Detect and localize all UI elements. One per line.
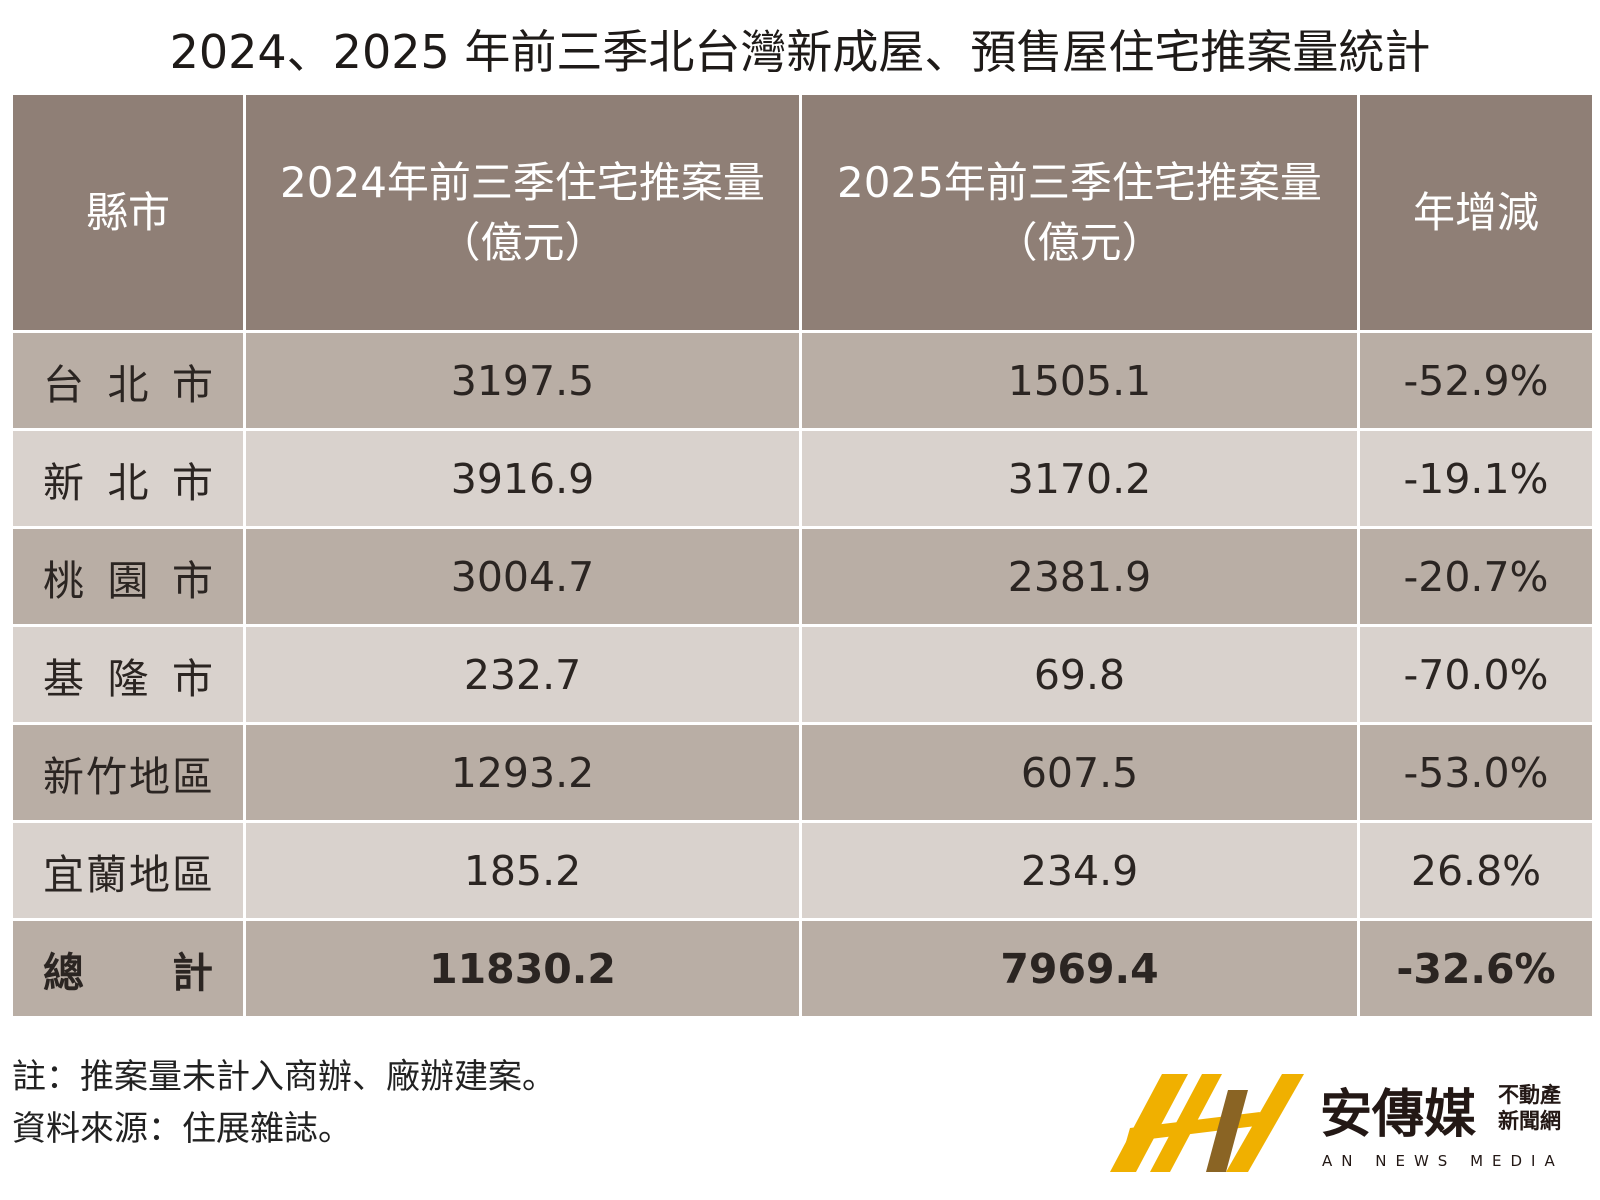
region-cell: 基隆市 xyxy=(10,624,246,725)
region-cell: 台北市 xyxy=(10,330,246,431)
region-name: 桃園市 xyxy=(43,556,213,605)
table-row: 基隆市 232.7 69.8 -70.0% xyxy=(10,624,1595,725)
region-name: 宜蘭地區 xyxy=(43,850,213,899)
title: 2024、2025 年前三季北台灣新成屋、預售屋住宅推案量統計 xyxy=(169,25,1431,79)
logo-tagline: 不動產 xyxy=(1498,1083,1561,1107)
region-cell: 總計 xyxy=(10,918,246,1019)
value-cell: -20.7% xyxy=(1357,526,1595,627)
data-table: 縣市 2024年前三季住宅推案量 （億元） 2025年前三季住宅推案量 （億元） 年增減 … xyxy=(10,92,1595,1019)
value-cell: 185.2 xyxy=(243,820,802,921)
logo-mark xyxy=(1226,1074,1304,1172)
value-cell: -70.0% xyxy=(1357,624,1595,725)
region-name: 基隆市 xyxy=(43,654,213,703)
table-row: 桃園市 3004.7 2381.9 -20.7% xyxy=(10,526,1595,627)
value-cell: 3004.7 xyxy=(243,526,802,627)
header-text: （億元） xyxy=(995,217,1164,267)
logo-mark xyxy=(1206,1090,1248,1172)
logo-tagline: 新聞網 xyxy=(1498,1109,1561,1133)
value-cell: 26.8% xyxy=(1357,820,1595,921)
header-row: 縣市 2024年前三季住宅推案量 （億元） 2025年前三季住宅推案量 （億元） 年增減 xyxy=(10,92,1595,333)
table-row: 新北市 3916.9 3170.2 -19.1% xyxy=(10,428,1595,529)
value-cell: -19.1% xyxy=(1357,428,1595,529)
value-cell: 232.7 xyxy=(243,624,802,725)
logo: 安傳媒 不動產 新聞網 AN NEWS MEDIA xyxy=(1110,1074,1564,1172)
region-cell: 新北市 xyxy=(10,428,246,529)
value-cell: 2381.9 xyxy=(799,526,1360,627)
source: 資料來源：住展雜誌。 xyxy=(12,1109,352,1149)
header-cell: 縣市 xyxy=(10,92,246,333)
region-cell: 桃園市 xyxy=(10,526,246,627)
logo-mark xyxy=(1110,1074,1188,1172)
header-text: 年增減 xyxy=(1412,187,1539,237)
region-cell: 宜蘭地區 xyxy=(10,820,246,921)
value-cell: -32.6% xyxy=(1357,918,1595,1019)
value-cell: -53.0% xyxy=(1357,722,1595,823)
header-text: 縣市 xyxy=(85,187,170,237)
header-cell: 2025年前三季住宅推案量 （億元） xyxy=(799,92,1360,333)
table-row: 宜蘭地區 185.2 234.9 26.8% xyxy=(10,820,1595,921)
region-name: 新北市 xyxy=(43,458,213,507)
value-cell: 69.8 xyxy=(799,624,1360,725)
region-name: 台北市 xyxy=(43,360,213,409)
header-cell: 年增減 xyxy=(1357,92,1595,333)
logo-name: 安傳媒 xyxy=(1320,1085,1477,1145)
header-text: 2024年前三季住宅推案量 xyxy=(280,157,765,207)
header-text: 2025年前三季住宅推案量 xyxy=(837,157,1322,207)
value-cell: 1505.1 xyxy=(799,330,1360,431)
region-name: 新竹地區 xyxy=(43,752,213,801)
value-cell: 11830.2 xyxy=(243,918,802,1019)
value-cell: 3170.2 xyxy=(799,428,1360,529)
table-row: 新竹地區 1293.2 607.5 -53.0% xyxy=(10,722,1595,823)
header-cell: 2024年前三季住宅推案量 （億元） xyxy=(243,92,802,333)
value-cell: 3916.9 xyxy=(243,428,802,529)
value-cell: -52.9% xyxy=(1357,330,1595,431)
value-cell: 7969.4 xyxy=(799,918,1360,1019)
value-cell: 1293.2 xyxy=(243,722,802,823)
logo-english: AN NEWS MEDIA xyxy=(1322,1152,1564,1170)
region-cell: 新竹地區 xyxy=(10,722,246,823)
region-name: 總計 xyxy=(43,948,213,997)
value-cell: 234.9 xyxy=(799,820,1360,921)
value-cell: 607.5 xyxy=(799,722,1360,823)
value-cell: 3197.5 xyxy=(243,330,802,431)
header-text: （億元） xyxy=(438,217,607,267)
table-row: 台北市 3197.5 1505.1 -52.9% xyxy=(10,330,1595,431)
table-row: 總計 11830.2 7969.4 -32.6% xyxy=(10,918,1595,1019)
note: 註：推案量未計入商辦、廠辦建案。 xyxy=(12,1057,556,1097)
